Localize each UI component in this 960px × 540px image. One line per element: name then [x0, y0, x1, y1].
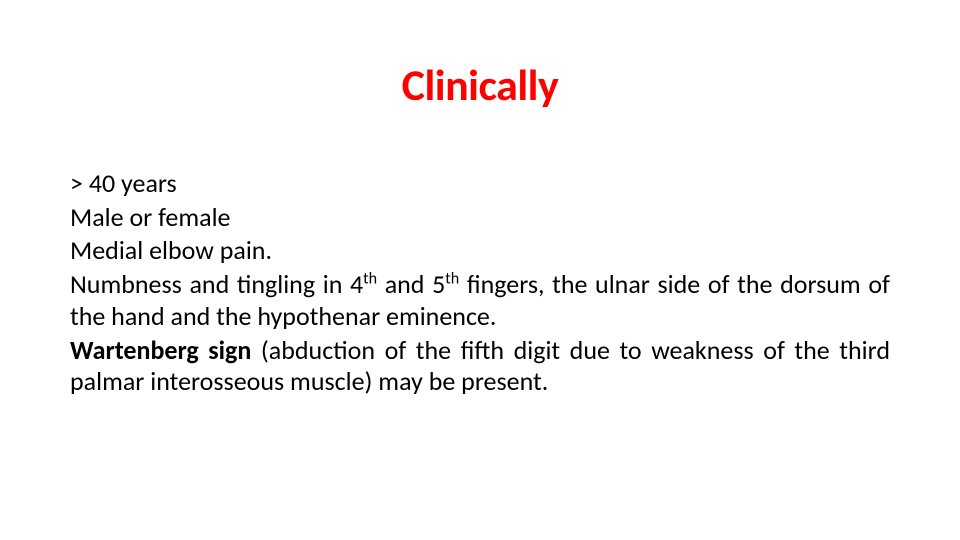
l4-sup-2: th: [445, 270, 459, 289]
body-line-2: Male or female: [70, 202, 890, 234]
slide-title: Clinically: [0, 58, 960, 112]
l4-part-a: Numbness and tingling in 4: [70, 268, 363, 300]
l4-sup-1: th: [363, 270, 377, 289]
l4-part-b: and 5: [377, 268, 445, 300]
body-line-3: Medial elbow pain.: [70, 235, 890, 267]
body-line-5: Wartenberg sign (abduction of the fifth …: [70, 335, 890, 398]
slide: Clinically > 40 years Male or female Med…: [0, 0, 960, 540]
l5-bold: Wartenberg sign: [70, 334, 251, 366]
body-line-1: > 40 years: [70, 168, 890, 200]
slide-body: > 40 years Male or female Medial elbow p…: [70, 168, 890, 400]
body-line-4: Numbness and tingling in 4th and 5th fin…: [70, 269, 890, 332]
